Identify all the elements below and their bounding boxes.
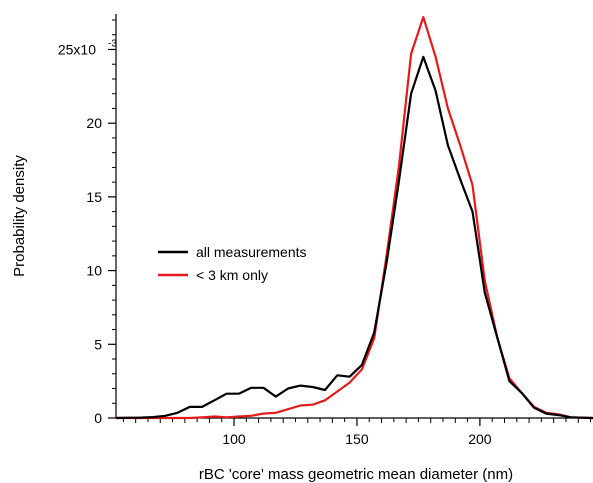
legend-label: < 3 km only [196,267,268,283]
x-tick-label: 200 [468,431,492,447]
y-tick-label: 20 [86,115,102,131]
y-axis-title: Probability density [11,155,28,277]
y-tick-label: 0 [94,410,102,426]
y-tick-label: 15 [86,189,102,205]
series-line-all-measurements [115,55,593,420]
series-layer [115,16,593,420]
y-tick-label: 5 [94,336,102,352]
x-tick-label: 150 [345,431,369,447]
series-line-below-3km [116,16,593,420]
y-tick-label: 25x10 [58,41,96,57]
y-tick-label: 10 [86,263,102,279]
x-axis-title: rBC 'core' mass geometric mean diameter … [199,466,513,483]
legend: all measurements < 3 km only [158,244,307,283]
y-multiplier-exponent: -3 [108,38,117,49]
legend-label: all measurements [196,244,307,260]
x-tick-label: 100 [222,431,246,447]
